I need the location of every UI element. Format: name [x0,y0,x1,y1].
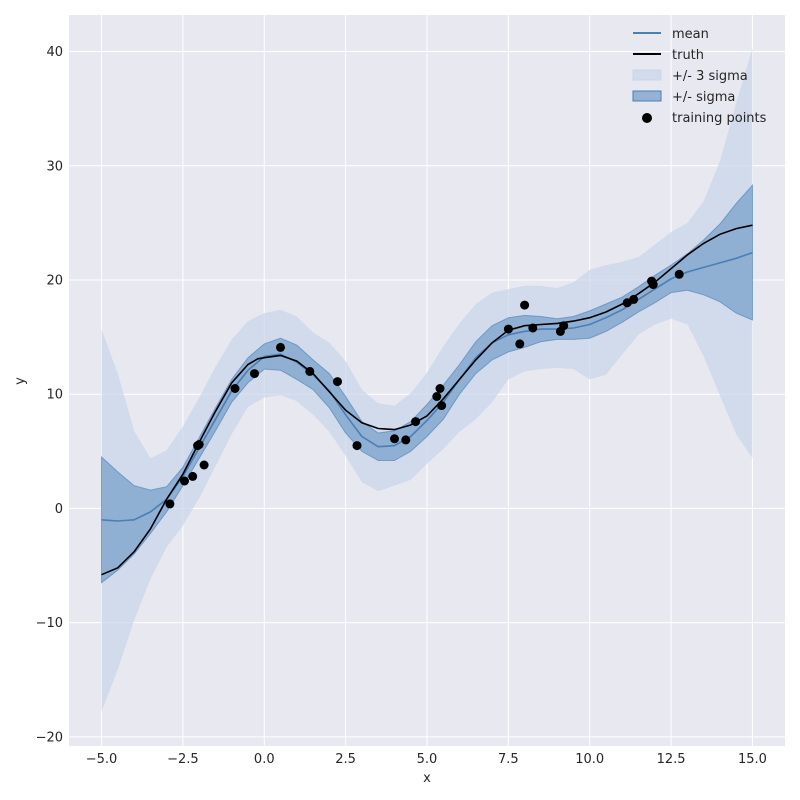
y-tick-label: 10 [46,388,63,403]
legend-points-label: training points [672,111,767,126]
training-point [515,339,525,349]
training-point [520,300,530,310]
training-point [194,440,204,449]
legend-sigma3-swatch [632,69,662,81]
sigma3-band-group [101,48,753,712]
training-point [276,342,285,352]
training-point [165,499,175,509]
training-point [503,324,513,334]
x-tick-label: 12.5 [657,752,686,767]
training-point [648,280,658,290]
training-point [333,377,342,387]
training-point [629,294,639,304]
training-point [352,441,362,451]
x-tick-label: −5.0 [86,752,118,767]
training-point [180,476,189,486]
legend-sigma1-label: +/- sigma [672,90,735,105]
training-point [674,269,684,279]
x-tick-label: 0.0 [254,752,275,767]
training-point [401,435,411,445]
legend-sigma1-swatch [632,90,662,102]
legend: mean truth +/- 3 sigma +/- sigma trainin… [632,27,767,126]
training-point [390,434,399,444]
training-point [528,323,538,333]
sigma3-band [101,48,753,712]
y-tick-label: −20 [36,730,63,745]
x-tick-label: 7.5 [498,752,519,767]
training-point [411,417,421,427]
legend-mean-label: mean [672,27,709,42]
legend-sigma3-label: +/- 3 sigma [672,69,748,84]
y-tick-label: 20 [46,273,63,288]
y-tick-label: 0 [55,502,63,517]
mean-line [101,251,753,522]
training-point [305,366,315,376]
x-axis-label: x [423,771,431,786]
x-tick-label: −2.5 [167,752,199,767]
x-axis-ticks: −5.0 −2.5 0.0 2.5 5.0 7.5 10.0 12.5 15.0 [86,752,767,767]
training-point [230,384,240,393]
training-point [188,471,198,481]
training-point [435,384,445,393]
y-tick-label: −10 [36,616,63,631]
training-point [432,392,442,401]
legend-truth-label: truth [672,48,704,63]
training-point [559,321,569,331]
training-point [250,369,259,379]
training-point [199,460,209,470]
grid-lines [69,15,785,746]
x-tick-label: 2.5 [335,752,356,767]
y-axis-ticks: −20 −10 0 10 20 30 40 [36,45,63,745]
training-points [165,269,684,509]
x-tick-label: 15.0 [738,752,767,767]
y-axis-label: y [13,377,28,385]
y-tick-label: 30 [46,159,63,174]
x-tick-label: 5.0 [417,752,438,767]
training-point [437,401,447,411]
x-tick-label: 10.0 [575,752,604,767]
y-tick-label: 40 [46,45,63,60]
legend-points-swatch [642,113,652,123]
